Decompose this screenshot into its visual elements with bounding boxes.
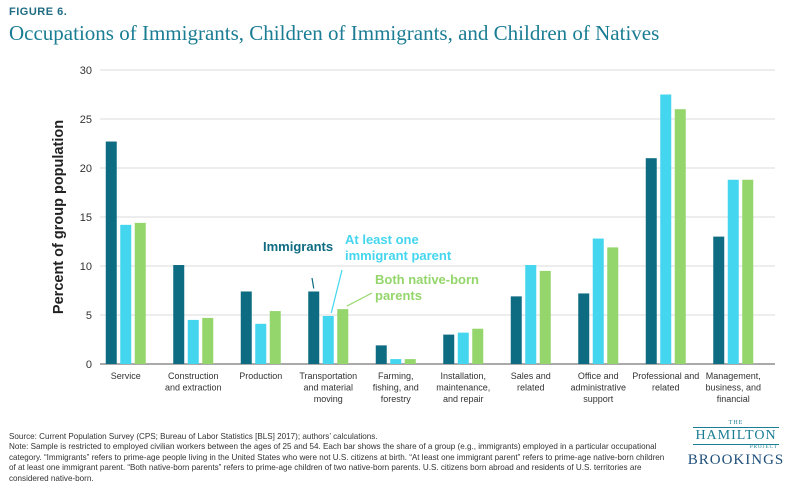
x-tick-label: Transportation [299,371,357,381]
annotation-label: Immigrants [263,239,333,254]
logo-hamilton: HAMILTON [693,427,779,445]
x-tick-label: maintenance, [436,383,490,393]
x-tick-label: business, and [705,383,761,393]
y-tick-label: 20 [80,163,92,175]
chart-notes: Source: Current Population Survey (CPS; … [9,432,669,484]
bar [742,179,754,364]
bar [105,141,117,364]
source-text: Source: Current Population Survey (CPS; … [9,432,378,441]
bar [727,179,739,364]
bar [592,238,604,364]
x-tick-label: and repair [443,394,484,404]
y-tick-label: 15 [80,212,92,224]
y-tick-label: 10 [80,261,92,273]
x-tick-label: and extraction [165,383,222,393]
y-tick-label: 5 [86,310,92,322]
bar [674,109,686,364]
x-tick-label: Sales and [511,371,551,381]
x-tick-label: Professional and [632,371,699,381]
x-tick-label: Construction [168,371,219,381]
bar [173,265,185,364]
bar [443,334,455,364]
annotation-label: immigrant parent [345,248,452,263]
bar [472,328,484,364]
y-axis-label: Percent of group population [51,120,67,314]
x-tick-label: and material [303,383,353,393]
bar [510,296,522,364]
annotation-label: parents [375,288,422,303]
x-tick-label: related [652,383,680,393]
hamilton-brookings-logo: THE HAMILTON PROJECT BROOKINGS [686,420,786,469]
x-tick-label: financial [717,394,750,404]
y-tick-label: 0 [86,359,92,371]
bar [187,319,199,364]
bar [202,317,214,364]
x-tick-label: moving [314,394,343,404]
x-tick-label: Service [111,371,141,381]
bar [134,222,146,364]
bar [660,94,672,364]
bar [120,224,132,364]
bar [322,315,334,364]
bar [375,345,387,364]
chart-title: Occupations of Immigrants, Children of I… [9,21,660,45]
logo-project: PROJECT [749,445,778,450]
bar [337,309,349,364]
bar [269,311,281,364]
x-tick-label: fishing, and [373,383,419,393]
x-tick-label: Production [239,371,282,381]
logo-brookings: BROOKINGS [687,452,785,468]
annotation-label: Both native-born [375,272,479,287]
y-tick-label: 25 [80,114,92,126]
bar [645,158,657,364]
bar-chart: 0 5 10 15 20 25 30 Percent of group population S… [51,65,775,404]
annotation-leader [346,292,373,307]
note-text: Note: Sample is restricted to employed c… [9,442,665,483]
x-tick-label: forestry [381,394,412,404]
bar [525,265,537,364]
figure-label: FIGURE 6. [9,6,68,18]
bar [390,359,402,364]
x-tick-label: Installation, [440,371,486,381]
bar [539,270,551,364]
x-tick-label: Office and [578,371,619,381]
y-tick-label: 30 [80,65,92,77]
bar [607,247,619,364]
logo-the: THE [728,420,744,426]
annotation-leader [311,277,315,289]
x-tick-label: administrative [570,383,626,393]
bar [255,323,267,364]
x-tick-label: Farming, [378,371,414,381]
bar [578,293,590,364]
x-tick-label: related [517,383,545,393]
bar [240,291,252,364]
bar [713,236,725,364]
bar [308,291,320,364]
bar [404,359,416,364]
x-tick-label: support [583,394,614,404]
x-tick-label: Management, [706,371,761,381]
annotation-label: At least one [345,232,419,247]
bar [457,332,469,364]
annotation-leader [330,269,343,314]
